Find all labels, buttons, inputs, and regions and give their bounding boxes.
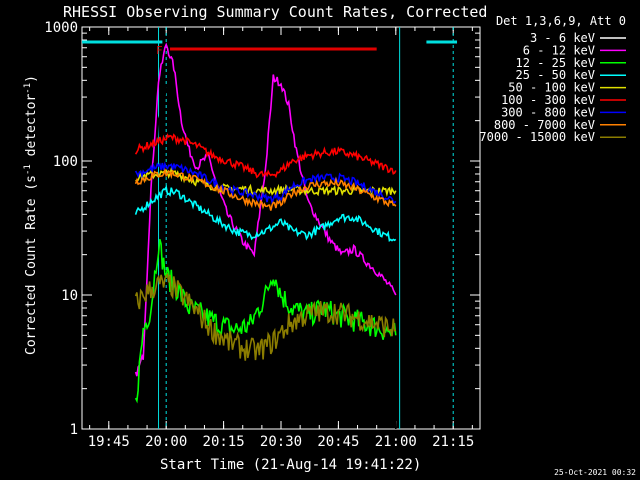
y-axis-label-mid: detector	[24, 94, 39, 165]
y-axis-label-end: )	[24, 75, 39, 83]
y-axis-label: Corrected Count Rate (s-1 detector-1)	[23, 75, 39, 355]
x-tick-label: 19:45	[88, 434, 130, 450]
series-line-7	[134, 161, 397, 205]
y-tick-label: 100	[53, 154, 78, 170]
flare-flag-label: F	[156, 44, 163, 57]
chart-title: RHESSI Observing Summary Count Rates, Co…	[63, 3, 487, 21]
series-line-4	[134, 184, 397, 242]
x-axis-label: Start Time (21-Aug-14 19:41:22)	[160, 457, 421, 473]
x-tick-label: 21:15	[432, 434, 474, 450]
series-line-1	[134, 85, 397, 430]
x-axis: 19:45 20:00 20:15 20:30 20:45 21:00 21:15	[88, 27, 474, 450]
overlays: F	[82, 27, 458, 429]
y-axis-label-sup2: -1	[23, 83, 33, 94]
legend-entry-label: 3 - 6 keV	[530, 31, 595, 45]
legend-entry-label: 12 - 25 keV	[516, 56, 595, 70]
y-axis-label-sup1: -1	[23, 164, 33, 175]
x-tick-label: 20:45	[317, 434, 359, 450]
x-tick-label: 20:00	[145, 434, 187, 450]
x-tick-label: 20:30	[260, 434, 302, 450]
y-axis-label-main: Corrected Count Rate (s	[24, 175, 39, 355]
y-tick-label: 1	[70, 422, 78, 438]
x-tick-label: 20:15	[203, 434, 245, 450]
series-line-3	[134, 238, 397, 404]
legend-entry-label: 6 - 12 keV	[523, 43, 595, 57]
legend-entry-label: 100 - 300 keV	[501, 93, 595, 107]
legend-entry-label: 50 - 100 keV	[508, 81, 595, 95]
y-axis: 1 10 100 1000	[44, 20, 480, 438]
series-line-9	[134, 272, 397, 361]
plot-area: 19:45 20:00 20:15 20:30 20:45 21:00 21:15 1101…	[44, 20, 481, 450]
series-group	[134, 42, 397, 430]
y-tick-label: 1000	[44, 20, 78, 36]
series-line-8	[134, 167, 397, 211]
legend-entry-label: 800 - 7000 keV	[494, 118, 595, 132]
footer-timestamp: 25-Oct-2021 00:32	[554, 468, 636, 477]
legend-entry-label: 300 - 800 keV	[501, 105, 595, 119]
legend-entry-label: 25 - 50 keV	[516, 68, 595, 82]
legend-header: Det 1,3,6,9, Att 0	[496, 14, 626, 28]
legend-entry-label: 7000 - 15000 keV	[479, 130, 595, 144]
y-tick-label: 10	[61, 288, 78, 304]
series-line-6	[134, 133, 397, 179]
series-line-2	[134, 42, 397, 377]
x-tick-label: 21:00	[375, 434, 417, 450]
